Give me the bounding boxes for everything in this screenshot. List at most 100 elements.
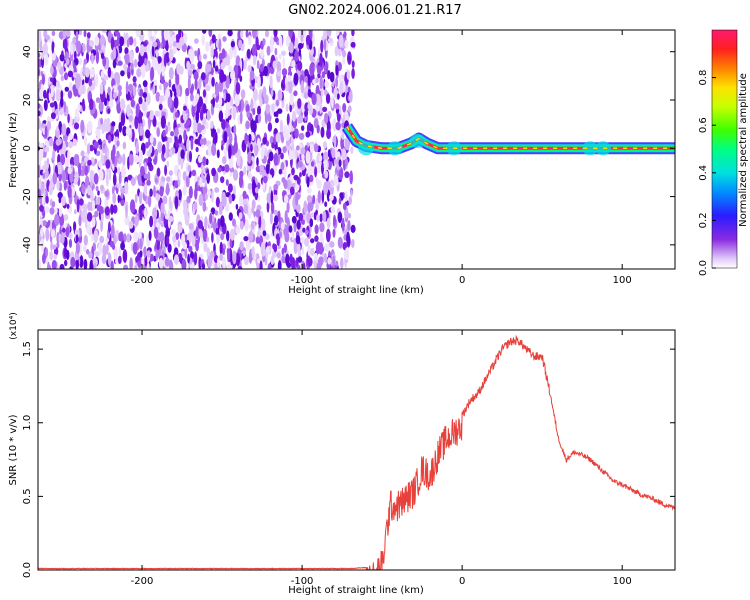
- noise-speckle: [294, 128, 299, 139]
- noise-speckle: [189, 93, 194, 102]
- noise-speckle: [95, 74, 99, 87]
- noise-speckle: [44, 53, 49, 66]
- noise-speckle: [222, 248, 225, 256]
- noise-speckle: [84, 77, 89, 84]
- noise-speckle: [240, 30, 244, 39]
- noise-speckle: [303, 91, 309, 100]
- y-tick-label: 0: [22, 145, 33, 151]
- noise-speckle: [205, 41, 210, 52]
- noise-speckle: [321, 71, 326, 79]
- noise-speckle: [149, 110, 154, 121]
- noise-speckle: [54, 213, 60, 226]
- noise-speckle: [288, 66, 292, 73]
- noise-speckle: [221, 144, 224, 151]
- noise-speckle: [307, 74, 311, 87]
- noise-speckle: [296, 219, 301, 230]
- noise-speckle: [284, 210, 288, 224]
- noise-speckle: [268, 151, 274, 162]
- noise-speckle: [146, 262, 150, 269]
- noise-speckle: [256, 59, 260, 70]
- noise-speckle: [98, 170, 104, 182]
- noise-speckle: [333, 175, 339, 187]
- noise-speckle: [42, 220, 47, 227]
- noise-speckle: [350, 146, 354, 154]
- noise-speckle: [233, 46, 237, 59]
- noise-speckle: [228, 155, 234, 169]
- noise-speckle: [120, 165, 127, 179]
- noise-speckle: [198, 231, 203, 238]
- noise-speckle: [260, 218, 266, 232]
- noise-speckle: [41, 73, 46, 86]
- noise-speckle: [277, 260, 282, 269]
- noise-speckle: [262, 136, 267, 145]
- noise-speckle: [187, 253, 191, 264]
- noise-speckle: [179, 36, 185, 46]
- colorbar-tick-label: 0.8: [698, 70, 709, 86]
- noise-speckle: [351, 68, 355, 79]
- noise-speckle: [274, 117, 279, 124]
- noise-speckle: [153, 30, 158, 36]
- noise-speckle: [175, 71, 180, 86]
- noise-speckle: [166, 160, 170, 168]
- noise-speckle: [237, 149, 241, 160]
- noise-speckle: [230, 41, 235, 48]
- noise-speckle: [269, 211, 273, 225]
- noise-speckle: [221, 119, 227, 130]
- noise-speckle: [52, 149, 56, 161]
- noise-speckle: [181, 233, 186, 246]
- signal-blob: [386, 141, 403, 156]
- noise-speckle: [323, 151, 329, 162]
- signal-blob: [409, 134, 426, 149]
- noise-speckle: [86, 143, 91, 155]
- noise-speckle: [350, 189, 353, 197]
- noise-speckle: [124, 47, 129, 55]
- noise-speckle: [38, 52, 41, 58]
- noise-speckle: [219, 253, 224, 261]
- noise-speckle: [156, 167, 161, 177]
- noise-speckle: [125, 204, 128, 218]
- noise-speckle: [239, 220, 244, 230]
- noise-speckle: [315, 209, 318, 215]
- noise-speckle: [211, 93, 217, 100]
- noise-speckle: [38, 149, 44, 161]
- noise-speckle: [227, 183, 233, 193]
- noise-speckle: [152, 83, 156, 95]
- noise-speckle: [87, 201, 93, 211]
- noise-speckle: [106, 123, 111, 133]
- noise-speckle: [97, 190, 100, 196]
- noise-speckle: [273, 111, 277, 117]
- noise-speckle: [61, 50, 64, 58]
- noise-speckle: [232, 106, 236, 120]
- noise-speckle: [87, 159, 92, 166]
- noise-speckle: [306, 176, 310, 188]
- noise-speckle: [118, 89, 122, 97]
- noise-speckle: [180, 156, 184, 170]
- noise-speckle: [288, 41, 294, 54]
- noise-speckle: [320, 126, 325, 138]
- noise-speckle: [250, 155, 255, 170]
- noise-speckle: [63, 72, 69, 81]
- noise-speckle: [149, 188, 153, 197]
- noise-speckle: [132, 76, 137, 83]
- noise-speckle: [189, 49, 195, 63]
- noise-speckle: [180, 149, 185, 160]
- x-tick-label: 0: [459, 275, 465, 286]
- noise-speckle: [211, 188, 214, 203]
- noise-speckle: [217, 167, 222, 173]
- noise-speckle: [107, 134, 112, 144]
- noise-speckle: [223, 92, 226, 101]
- noise-speckle: [295, 148, 298, 160]
- noise-speckle: [259, 63, 264, 72]
- noise-speckle: [344, 158, 349, 167]
- noise-speckle: [240, 89, 246, 99]
- noise-speckle: [219, 69, 225, 84]
- noise-speckle: [113, 245, 118, 260]
- noise-speckle: [285, 35, 291, 47]
- noise-speckle: [76, 198, 80, 213]
- noise-speckle: [38, 67, 41, 77]
- noise-speckle: [82, 244, 87, 252]
- spectrogram-frame: [37, 29, 676, 270]
- noise-speckle: [55, 80, 60, 88]
- noise-speckle: [187, 164, 192, 172]
- noise-speckle: [208, 30, 213, 37]
